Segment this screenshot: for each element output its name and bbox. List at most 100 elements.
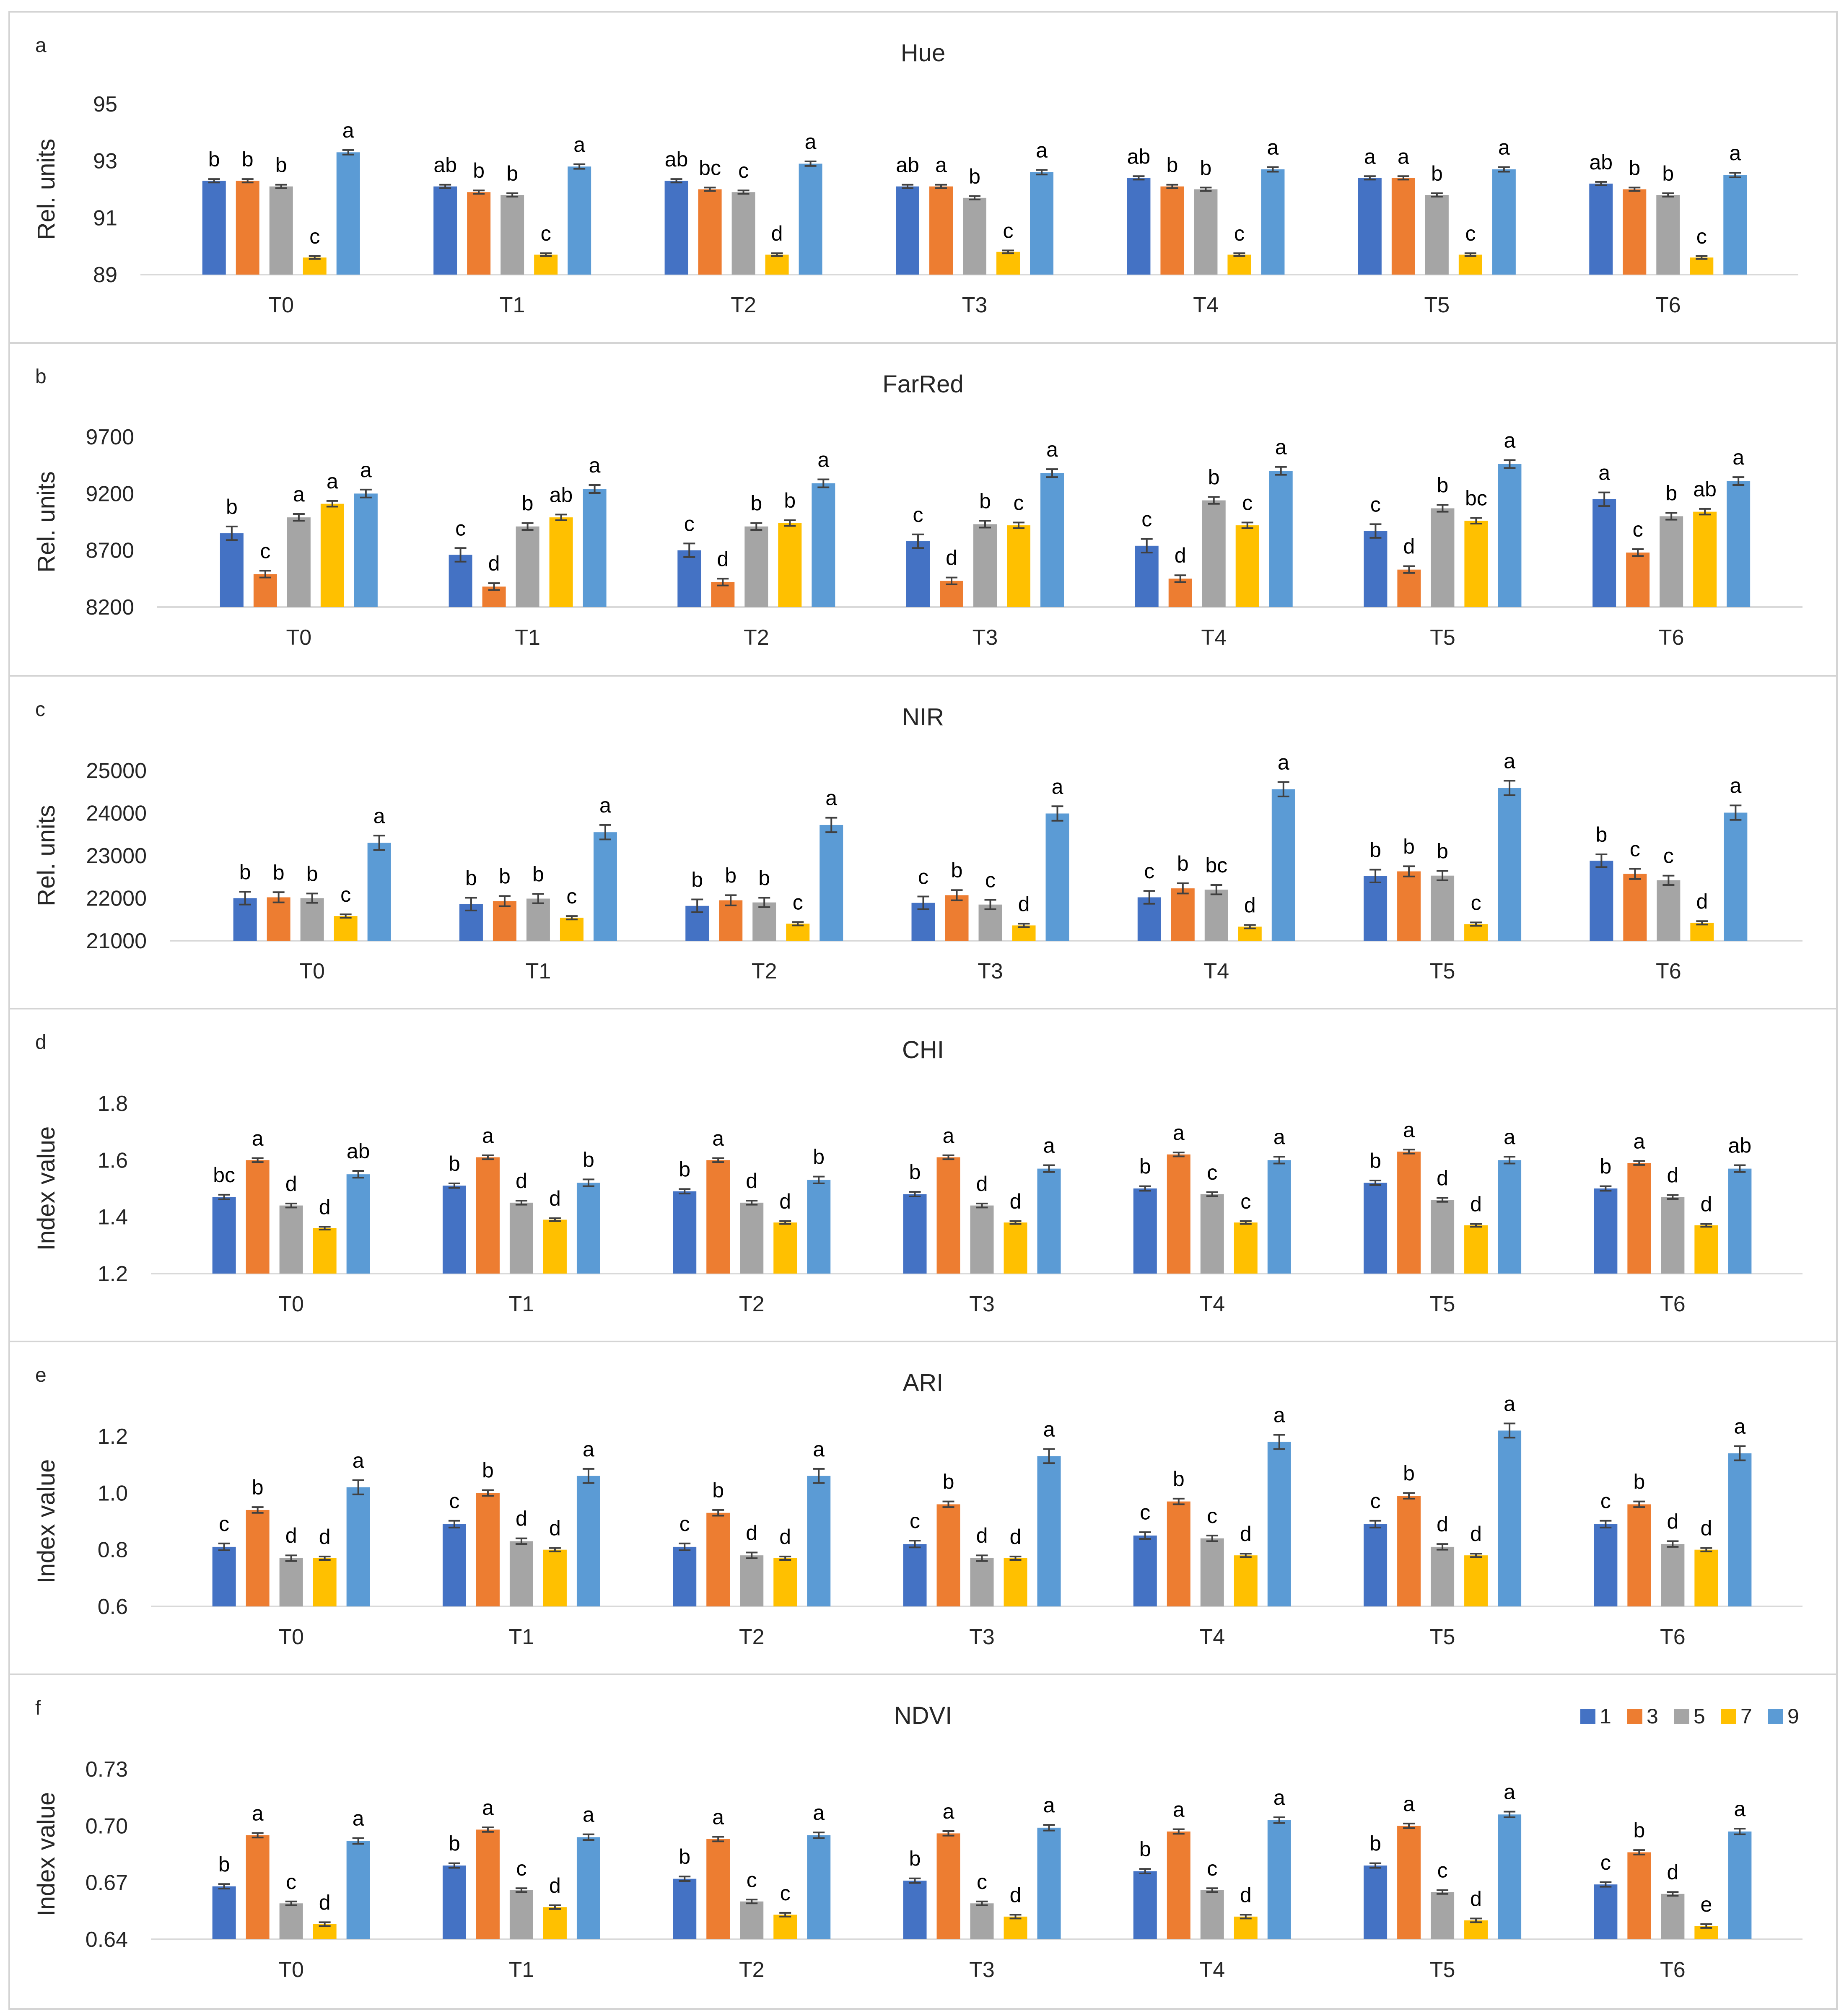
significance-label: d	[717, 547, 729, 571]
bar	[300, 898, 324, 941]
error-bar	[306, 893, 318, 904]
significance-label: ab	[1693, 477, 1717, 501]
bar	[320, 503, 344, 607]
bar	[303, 257, 327, 275]
x-tick-label: T3	[973, 625, 998, 650]
error-bar	[252, 1506, 264, 1514]
significance-label: a	[1398, 145, 1409, 168]
bar	[1589, 183, 1613, 275]
bar	[593, 832, 617, 941]
significance-label: b	[1629, 156, 1640, 179]
error-bar	[1244, 924, 1256, 929]
significance-label: a	[1504, 749, 1515, 773]
bar	[442, 1524, 466, 1606]
significance-label: a	[573, 133, 585, 156]
bar	[576, 1476, 600, 1606]
significance-label: d	[319, 1195, 331, 1219]
significance-label: b	[1139, 1837, 1151, 1861]
error-bar	[1734, 1445, 1746, 1461]
error-bar	[1667, 1194, 1679, 1200]
error-bar	[473, 189, 485, 195]
significance-label: a	[943, 1800, 954, 1823]
error-bar	[912, 533, 924, 549]
bar	[1127, 178, 1151, 275]
bar	[1234, 1222, 1258, 1274]
significance-label: d	[285, 1524, 297, 1547]
x-tick-label: T1	[500, 293, 525, 317]
error-bar	[340, 913, 352, 919]
significance-label: d	[319, 1525, 331, 1549]
bar	[1594, 1524, 1618, 1606]
error-bar	[1364, 175, 1376, 181]
bar	[1660, 516, 1683, 607]
error-bar	[1206, 1191, 1218, 1197]
error-bar	[1662, 192, 1674, 198]
bar	[812, 483, 835, 607]
error-bar	[1470, 1553, 1482, 1558]
error-bar	[285, 1202, 297, 1209]
error-bar	[218, 1542, 230, 1552]
significance-label: b	[1633, 1470, 1645, 1494]
panel-letter: f	[35, 1697, 41, 1719]
y-tick-label: 91	[93, 206, 117, 230]
significance-label: c	[793, 890, 803, 914]
bar	[442, 1186, 466, 1274]
significance-label: c	[516, 1857, 526, 1880]
bar	[820, 825, 843, 941]
error-bar	[218, 1194, 230, 1200]
significance-label: a	[1273, 1786, 1285, 1809]
significance-label: d	[779, 1525, 791, 1549]
x-tick-label: T3	[969, 1625, 995, 1649]
bar	[583, 489, 607, 607]
error-bar	[582, 1468, 594, 1484]
significance-label: c	[449, 1489, 459, 1513]
bar	[936, 1504, 960, 1606]
bar	[543, 1219, 567, 1274]
bar	[1267, 1820, 1291, 1939]
error-bar	[565, 915, 578, 921]
significance-label: a	[1043, 1793, 1055, 1817]
significance-label: c	[340, 883, 351, 906]
error-bar	[319, 1921, 331, 1927]
significance-label: d	[516, 1507, 527, 1531]
bar	[807, 1835, 831, 1939]
bar	[706, 1839, 730, 1939]
bar	[1431, 508, 1455, 607]
significance-label: d	[1175, 544, 1186, 567]
significance-label: c	[455, 516, 466, 540]
error-bar	[285, 1900, 297, 1906]
significance-label: a	[943, 1124, 954, 1147]
error-bar	[1174, 574, 1186, 583]
significance-label: b	[506, 162, 518, 185]
bar	[740, 1901, 764, 1939]
error-bar	[285, 1554, 297, 1562]
error-bar	[439, 184, 451, 189]
x-tick-label: T5	[1430, 959, 1455, 983]
error-bar	[1595, 853, 1608, 868]
error-bar	[1133, 175, 1145, 181]
significance-label: a	[360, 458, 372, 482]
significance-label: a	[482, 1124, 494, 1147]
error-bar	[1696, 255, 1708, 260]
significance-label: a	[252, 1127, 264, 1150]
bar	[1690, 923, 1714, 941]
bar	[1037, 1168, 1061, 1274]
significance-label: a	[1730, 774, 1741, 797]
significance-label: b	[306, 862, 318, 885]
bar	[970, 1205, 994, 1274]
y-tick-label: 1.0	[98, 1481, 128, 1505]
error-bar	[1632, 548, 1644, 557]
error-bar	[813, 1468, 825, 1484]
bar	[1464, 521, 1488, 607]
bar	[940, 581, 963, 607]
significance-label: b	[1369, 1149, 1381, 1173]
significance-label: c	[1144, 859, 1154, 883]
error-bar	[1206, 1887, 1218, 1893]
bar	[549, 517, 573, 607]
x-tick-label: T0	[268, 293, 294, 317]
bar	[1431, 1200, 1455, 1274]
x-tick-label: T2	[752, 959, 777, 983]
x-tick-label: T2	[744, 625, 769, 650]
significance-label: a	[293, 483, 305, 506]
error-bar	[1240, 1220, 1252, 1225]
